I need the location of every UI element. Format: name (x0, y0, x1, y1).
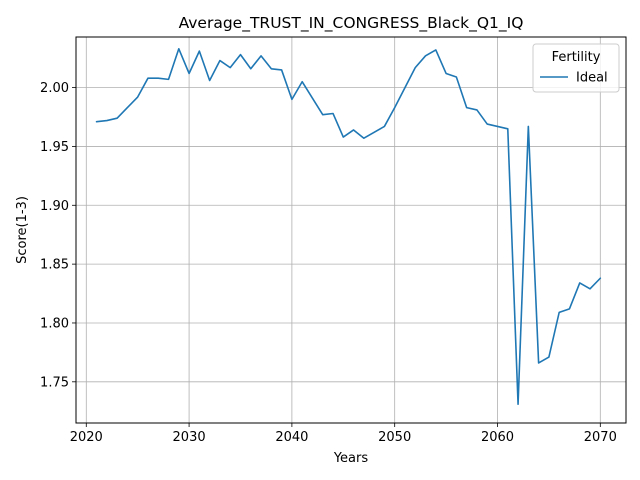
y-tick-label: 1.75 (40, 375, 69, 390)
x-tick-label: 2050 (378, 430, 411, 445)
series-layer (95, 47, 602, 405)
y-tick-label: 1.90 (40, 199, 69, 214)
x-tick-label: 2070 (584, 430, 617, 445)
grid (76, 37, 626, 423)
chart-title: Average_TRUST_IN_CONGRESS_Black_Q1_IQ (179, 14, 524, 33)
y-axis-label: Score(1-3) (15, 196, 30, 264)
y-tick-label: 2.00 (40, 81, 69, 96)
x-axis-label: Years (333, 451, 369, 466)
y-tick-label: 1.95 (40, 140, 69, 155)
y-tick-label: 1.80 (40, 316, 69, 331)
x-tick-label: 2060 (481, 430, 514, 445)
plot-frame (75, 36, 627, 424)
legend-box (532, 43, 620, 93)
ticks: 2020 2030 2040 2050 2060 2070 1.75 1.80 1.85 1.90… (40, 81, 617, 445)
x-tick-label: 2030 (173, 430, 206, 445)
legend-title: Fertility (552, 50, 601, 65)
y-tick-label: 1.85 (40, 258, 69, 273)
series-line-ideal (95, 47, 602, 405)
legend-label-ideal: Ideal (576, 71, 608, 86)
x-tick-label: 2020 (70, 430, 103, 445)
x-tick-label: 2040 (275, 430, 308, 445)
legend: Fertility Ideal (532, 43, 620, 93)
